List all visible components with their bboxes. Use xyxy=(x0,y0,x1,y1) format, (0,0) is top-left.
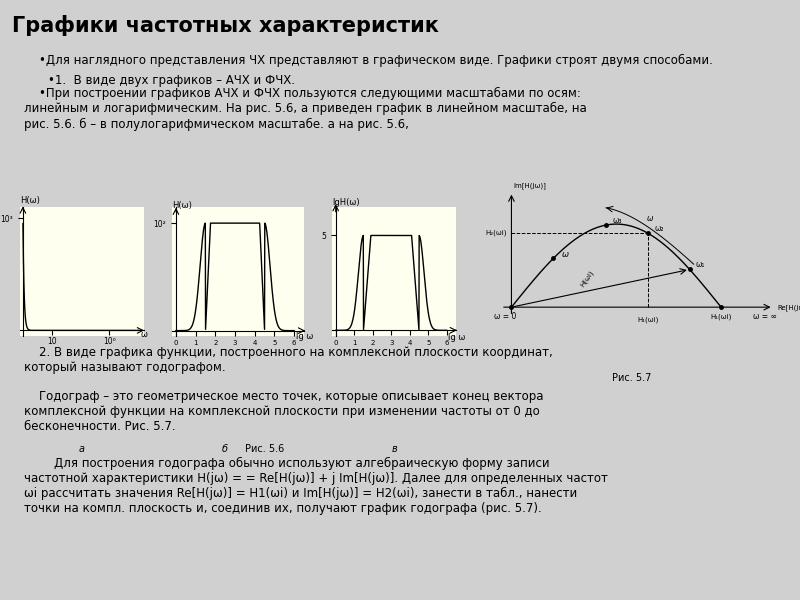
Text: lgH(ω): lgH(ω) xyxy=(332,198,360,207)
Text: в: в xyxy=(391,444,397,454)
Text: Im[H(jω)]: Im[H(jω)] xyxy=(514,183,546,190)
Text: H₁(ωi): H₁(ωi) xyxy=(637,316,658,323)
Text: ω = 0: ω = 0 xyxy=(494,311,516,320)
Text: ω₂: ω₂ xyxy=(654,224,663,233)
Text: Годограф – это геометрическое место точек, которые описывает конец вектора
компл: Годограф – это геометрическое место точе… xyxy=(24,390,543,433)
Text: H₁(ωi): H₁(ωi) xyxy=(710,314,732,320)
Text: •Для наглядного представления ЧХ представляют в графическом виде. Графики строят: •Для наглядного представления ЧХ предста… xyxy=(24,54,713,67)
Text: ω = ∞: ω = ∞ xyxy=(753,311,777,320)
Text: Для построения годографа обычно используют алгебраическую форму записи
частотной: Для построения годографа обычно использу… xyxy=(24,457,608,515)
Text: lg ω: lg ω xyxy=(296,332,314,341)
Text: 2. В виде графика функции, построенного на комплексной плоскости координат,
кото: 2. В виде графика функции, построенного … xyxy=(24,346,553,374)
Text: •При построении графиков АЧХ и ФЧХ пользуются следующими масштабами по осям:
лин: •При построении графиков АЧХ и ФЧХ польз… xyxy=(24,87,586,131)
Text: ω₁: ω₁ xyxy=(696,260,706,269)
Text: ω: ω xyxy=(646,214,653,223)
Text: lg ω: lg ω xyxy=(448,333,466,342)
Text: б: б xyxy=(222,444,228,454)
Text: H(ω): H(ω) xyxy=(172,201,192,210)
Text: H(ωi): H(ωi) xyxy=(579,269,595,288)
Text: Re[H(jω)]: Re[H(jω)] xyxy=(778,304,800,311)
Text: •1.  В виде двух графиков – АЧХ и ФЧХ.: •1. В виде двух графиков – АЧХ и ФЧХ. xyxy=(48,74,295,87)
Text: Графики частотных характеристик: Графики частотных характеристик xyxy=(12,15,439,36)
Text: ω: ω xyxy=(141,330,147,339)
Text: ω₃: ω₃ xyxy=(612,216,622,225)
Text: H₂(ωi): H₂(ωi) xyxy=(486,230,507,236)
Text: ω: ω xyxy=(562,250,569,259)
Text: Рис. 5.7: Рис. 5.7 xyxy=(612,373,652,383)
Text: H(ω): H(ω) xyxy=(21,196,41,205)
Text: а: а xyxy=(79,444,85,454)
Text: Рис. 5.6: Рис. 5.6 xyxy=(245,444,284,454)
